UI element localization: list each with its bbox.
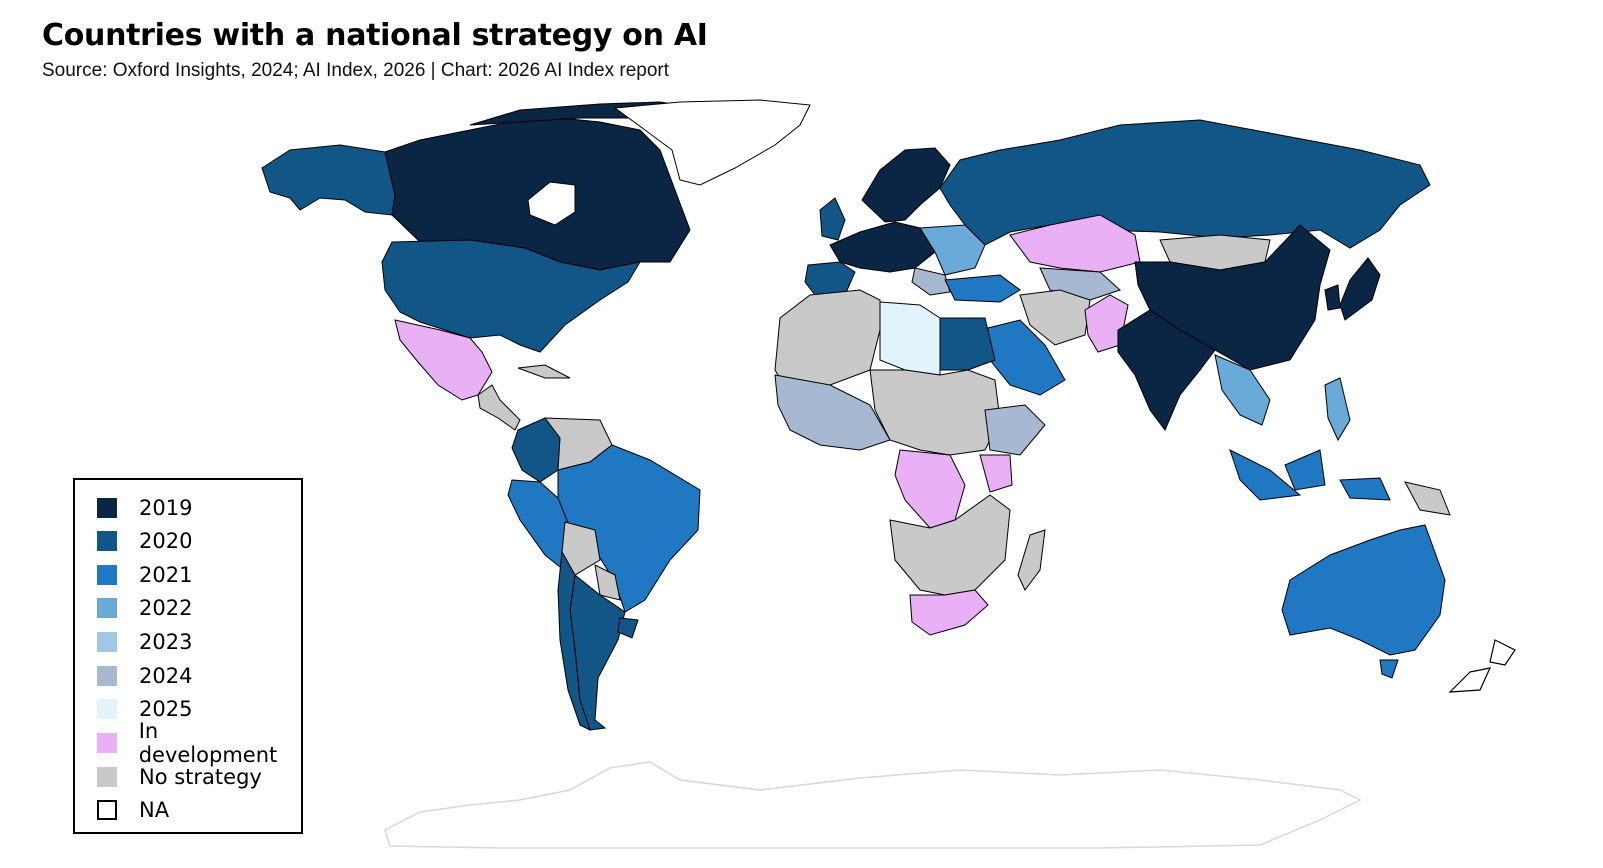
region-hudson-bay [527,181,576,226]
region-turkey[interactable] [944,274,1021,303]
legend-label-na: NA [139,798,170,822]
map-legend: 2019 2020 2021 2022 2023 2024 2025 In de… [73,478,303,834]
legend-item-2020: 2020 [97,529,192,553]
legend-label-2021: 2021 [139,563,193,587]
region-greenland[interactable] [613,99,811,186]
legend-label-2019: 2019 [139,496,193,520]
legend-swatch-2024 [97,666,117,686]
region-russia[interactable] [939,119,1431,249]
legend-swatch-2020 [97,531,117,551]
region-southeast-asia[interactable] [1214,354,1271,426]
region-png[interactable] [1404,481,1451,516]
region-tasmania[interactable] [1379,659,1399,679]
legend-swatch-2021 [97,565,117,585]
region-balkans[interactable] [911,267,951,296]
map-title: Countries with a national strategy on AI [42,18,708,53]
legend-item-2022: 2022 [97,596,192,620]
legend-label-2020: 2020 [139,529,193,553]
region-australia[interactable] [1281,524,1446,656]
region-paraguay[interactable] [594,564,621,601]
legend-swatch-no-strategy [97,767,117,787]
region-philippines[interactable] [1324,377,1351,442]
legend-item-2019: 2019 [97,496,192,520]
region-alaska[interactable] [261,144,396,216]
region-drc[interactable] [894,449,966,529]
region-chile[interactable] [557,550,591,731]
region-saudi-arabia[interactable] [979,319,1066,396]
legend-swatch-in-development [97,733,117,753]
region-egypt[interactable] [939,317,996,371]
region-iran[interactable] [1019,289,1091,346]
legend-swatch-2025 [97,699,117,719]
region-south-africa[interactable] [909,589,989,636]
legend-label-2023: 2023 [139,630,193,654]
region-madagascar[interactable] [1017,529,1046,591]
region-bolivia[interactable] [561,521,601,576]
antarctica-outline [384,761,1362,849]
legend-item-2023: 2023 [97,630,192,654]
region-iberia[interactable] [804,261,856,296]
region-scandinavia[interactable] [861,147,951,223]
region-uk[interactable] [819,197,846,241]
legend-item-2025: 2025 [97,697,192,721]
region-western-europe[interactable] [829,221,936,273]
legend-item-in-development: In development [97,719,301,767]
legend-item-2024: 2024 [97,664,192,688]
region-indonesia[interactable] [1229,449,1391,501]
legend-swatch-na [97,800,117,820]
region-korea[interactable] [1324,284,1341,311]
map-subtitle: Source: Oxford Insights, 2024; AI Index,… [42,60,670,81]
legend-label-2022: 2022 [139,596,193,620]
legend-swatch-2019 [97,498,117,518]
region-central-africa[interactable] [869,369,1001,456]
legend-label-in-development: In development [138,719,278,767]
region-central-america[interactable] [477,384,521,431]
region-east-africa[interactable] [979,454,1013,493]
region-southern-africa[interactable] [889,494,1011,596]
region-ethiopia[interactable] [984,404,1046,456]
region-libya[interactable] [879,301,941,376]
legend-item-no-strategy: No strategy [97,765,262,789]
region-west-africa[interactable] [774,374,891,451]
legend-swatch-2023 [97,632,117,652]
legend-label-no-strategy: No strategy [139,765,262,789]
region-japan[interactable] [1339,257,1381,321]
legend-swatch-2022 [97,598,117,618]
legend-item-na: NA [97,798,169,822]
region-india[interactable] [1117,309,1216,431]
legend-label-2025: 2025 [139,697,193,721]
legend-item-2021: 2021 [97,563,192,587]
region-new-zealand[interactable] [1448,639,1516,693]
region-cuba[interactable] [517,364,571,379]
region-united-states[interactable] [381,239,642,353]
legend-label-2024: 2024 [139,664,193,688]
region-uruguay[interactable] [617,617,639,639]
